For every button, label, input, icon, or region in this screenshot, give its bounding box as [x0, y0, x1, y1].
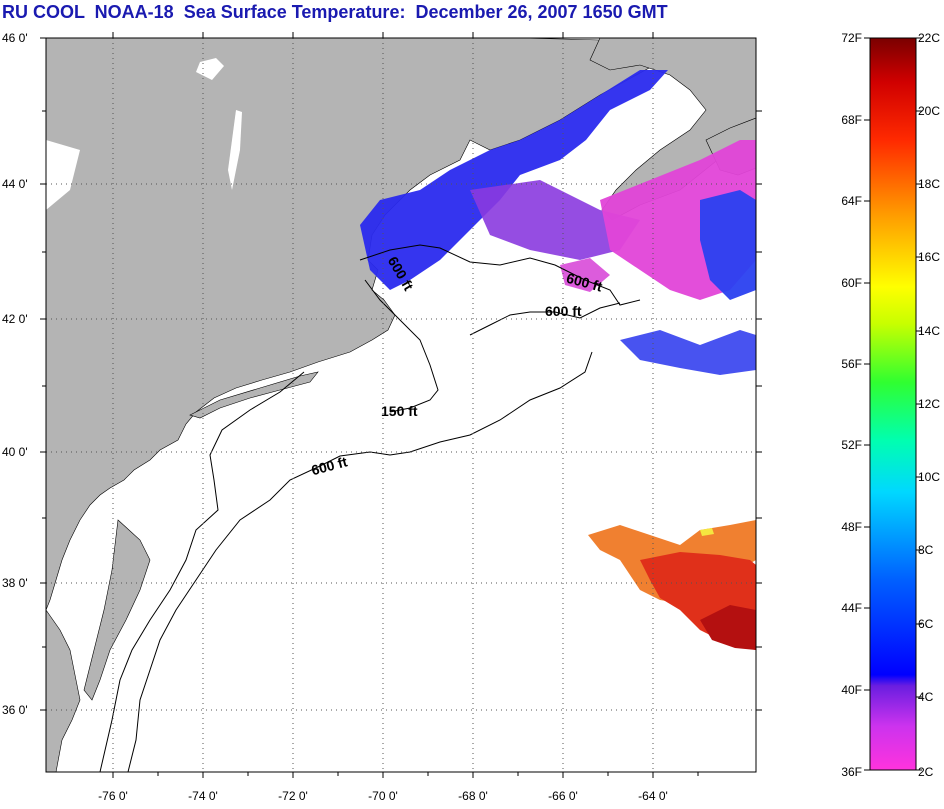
- lon-label-66: -66 0': [548, 789, 578, 803]
- contour-150ft-shelf: [99, 371, 305, 772]
- colorbar: [869, 37, 917, 771]
- contour-150ft-georges: [364, 279, 439, 413]
- cb-f-72: 72F: [841, 31, 862, 45]
- cb-c-16: 16C: [918, 250, 940, 264]
- lake-west: [46, 140, 80, 210]
- cb-f-36: 36F: [841, 765, 862, 779]
- contour-600ft-gulf-of-maine: [359, 244, 641, 306]
- sst-blue-patch: [620, 330, 756, 375]
- sst-gulf-of-maine: [360, 70, 668, 290]
- cb-c-8: 8C: [918, 543, 934, 557]
- land-long-island: [189, 371, 319, 419]
- frame-ticks: [40, 32, 762, 778]
- land-us-coast: [46, 38, 661, 611]
- cb-c-22: 22C: [918, 31, 940, 45]
- lake-champlain: [228, 110, 242, 190]
- sst-purple-band: [470, 180, 640, 260]
- lat-label-46: 46 0': [2, 31, 28, 45]
- cb-c-20: 20C: [918, 104, 940, 118]
- lon-label-72: -72 0': [278, 789, 308, 803]
- lon-label-76: -76 0': [98, 789, 128, 803]
- land-delmarva-peninsula: [83, 519, 151, 701]
- cb-c-14: 14C: [918, 324, 940, 338]
- graticule: [46, 38, 756, 772]
- cb-f-40: 40F: [841, 683, 862, 697]
- cb-f-56: 56F: [841, 357, 862, 371]
- cb-c-4: 4C: [918, 690, 934, 704]
- contour-600ft-georges: [469, 302, 621, 336]
- lon-label-70: -70 0': [368, 789, 398, 803]
- lon-label-64: -64 0': [638, 789, 668, 803]
- lat-label-44: 44 0': [2, 177, 28, 191]
- map-frame: [45, 37, 757, 773]
- map-title: RU COOL NOAA-18 Sea Surface Temperature:…: [2, 2, 668, 22]
- lat-label-42: 42 0': [2, 312, 28, 326]
- lon-label-74: -74 0': [188, 789, 218, 803]
- cb-c-6: 6C: [918, 617, 934, 631]
- cb-f-48: 48F: [841, 520, 862, 534]
- sst-gulf-stream-dark: [700, 605, 756, 650]
- lon-label-68: -68 0': [458, 789, 488, 803]
- colorbar-ticks: [864, 37, 922, 771]
- sst-blue-east: [700, 190, 756, 300]
- cb-f-60: 60F: [841, 276, 862, 290]
- contour-label-4: 150 ft: [381, 403, 418, 419]
- cb-f-44: 44F: [841, 601, 862, 615]
- cb-f-68: 68F: [841, 113, 862, 127]
- cb-c-12: 12C: [918, 397, 940, 411]
- cb-f-52: 52F: [841, 438, 862, 452]
- sst-yellow-fleck: [700, 528, 714, 536]
- cb-c-18: 18C: [918, 177, 940, 191]
- lat-label-40: 40 0': [2, 445, 28, 459]
- cb-c-2: 2C: [918, 765, 934, 779]
- lat-label-36: 36 0': [2, 703, 28, 717]
- contour-label-3: 600 ft: [545, 303, 582, 319]
- sst-magenta-patch: [560, 258, 610, 292]
- lat-label-38: 38 0': [2, 576, 28, 590]
- cb-f-64: 64F: [841, 194, 862, 208]
- cb-c-10: 10C: [918, 470, 940, 484]
- contour-600ft-shelf: [127, 351, 593, 772]
